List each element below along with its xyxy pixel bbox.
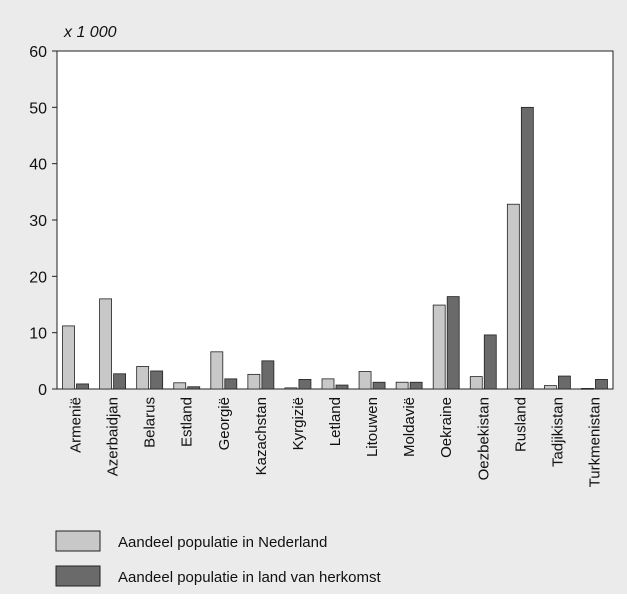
bar-herkomst	[335, 384, 349, 390]
unit-label: x 1 000	[63, 24, 117, 41]
x-tick-label: Kazachstan	[253, 397, 270, 475]
bar-nederland	[321, 378, 335, 390]
bar-nederland	[432, 304, 446, 390]
legend-label-herkomst: Aandeel populatie in land van herkomst	[118, 569, 382, 586]
bar-herkomst	[76, 383, 89, 390]
bar-herkomst	[187, 386, 201, 390]
bar-nederland	[99, 298, 112, 390]
plot-area	[56, 50, 614, 390]
x-tick-label: Armenië	[68, 397, 85, 453]
bar-herkomst	[558, 375, 571, 390]
bar-herkomst	[446, 296, 460, 390]
x-tick-label: Azerbaidjan	[105, 397, 122, 476]
legend-label-nederland: Aandeel populatie in Nederland	[118, 534, 327, 551]
bar-nederland	[469, 376, 483, 390]
bar-nederland	[544, 385, 557, 390]
bar-nederland	[395, 381, 409, 390]
legend-swatch-nederland	[55, 530, 101, 552]
x-tick-label: Letland	[327, 397, 344, 446]
bar-nederland	[136, 366, 150, 390]
bar-nederland	[284, 387, 298, 390]
bar-nederland	[358, 371, 372, 390]
bar-herkomst	[483, 334, 497, 390]
bar-nederland	[62, 325, 75, 390]
y-tick-label: 10	[29, 326, 47, 343]
bar-nederland	[173, 382, 187, 390]
x-tick-label: Estland	[179, 397, 196, 447]
bar-nederland	[506, 203, 520, 390]
bar-nederland	[581, 388, 594, 390]
bar-herkomst	[261, 360, 275, 390]
bar-nederland	[247, 373, 261, 390]
y-tick-label: 40	[29, 157, 47, 174]
bar-herkomst	[150, 370, 164, 390]
bar-herkomst	[372, 381, 386, 390]
bar-herkomst	[595, 379, 608, 390]
x-tick-label: Kyrgizië	[290, 397, 307, 450]
y-tick-label: 0	[38, 382, 47, 399]
bar-herkomst	[224, 378, 238, 390]
x-tick-label: Tadjikistan	[549, 397, 566, 467]
y-tick-label: 60	[29, 44, 47, 61]
y-axis: 0 10 20 30 40 50 60	[29, 44, 57, 399]
bars	[62, 106, 608, 390]
y-tick-label: 20	[29, 269, 47, 286]
legend-swatch-herkomst	[55, 565, 101, 587]
bar-herkomst	[298, 379, 312, 390]
y-tick-label: 50	[29, 100, 47, 117]
x-tick-label: Litouwen	[364, 397, 381, 457]
x-tick-label: Oekraine	[438, 397, 455, 458]
bar-nederland	[210, 351, 224, 390]
y-tick-label: 30	[29, 213, 47, 230]
bar-herkomst	[520, 106, 534, 390]
x-tick-label: Georgië	[216, 397, 233, 450]
bar-herkomst	[409, 381, 423, 390]
x-tick-label: Moldavië	[401, 397, 418, 457]
x-tick-label: Oezbekistan	[475, 397, 492, 480]
x-tick-label: Turkmenistan	[586, 397, 603, 487]
x-tick-label: Rusland	[512, 397, 529, 452]
x-axis: Armenië Azerbaidjan Belarus Estland Georgië K…	[68, 397, 604, 487]
x-tick-label: Belarus	[142, 397, 159, 448]
bar-herkomst	[113, 373, 126, 390]
legend: Aandeel populatie in Nederland Aandeel p…	[55, 530, 382, 587]
